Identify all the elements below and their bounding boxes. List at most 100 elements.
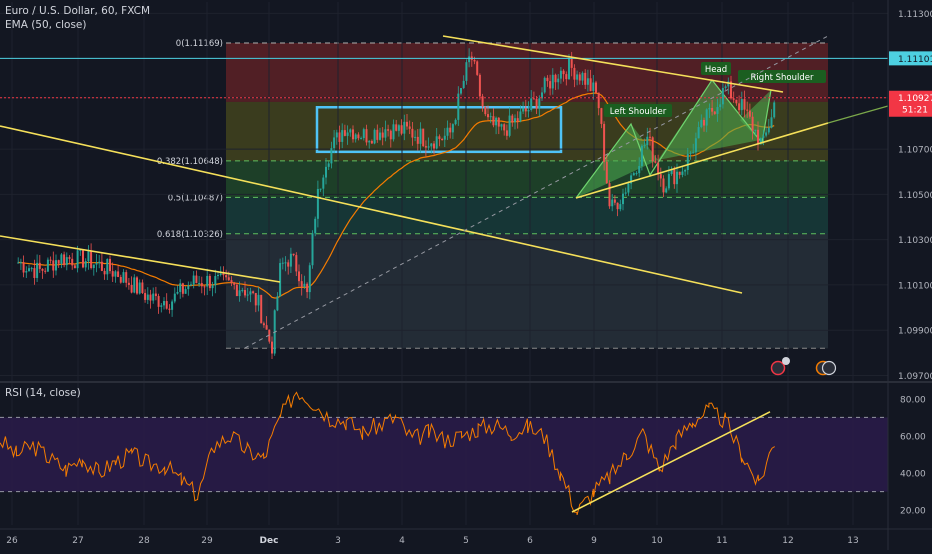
head-and-shoulders-pattern[interactable]: Left Shoulder Head Right Shoulder bbox=[575, 62, 826, 199]
ema-indicator-label: EMA (50, close) bbox=[5, 19, 87, 31]
time-tick-label: 26 bbox=[6, 536, 18, 546]
candle-body bbox=[721, 87, 724, 105]
alert-icon[interactable] bbox=[770, 357, 791, 376]
rsi-tick-label: 80.00 bbox=[900, 395, 926, 405]
candle-body bbox=[395, 124, 398, 131]
time-tick-label: 28 bbox=[138, 536, 150, 546]
price-tick-label: 1.10700 bbox=[898, 146, 932, 156]
candle-body bbox=[357, 134, 360, 139]
candle-body bbox=[225, 275, 228, 278]
candle-body bbox=[557, 78, 560, 83]
candle-body bbox=[465, 62, 468, 81]
candle-body bbox=[762, 135, 765, 139]
events-icon[interactable] bbox=[815, 360, 837, 376]
candle-body bbox=[740, 99, 743, 111]
candle-body bbox=[365, 129, 368, 143]
level-price-label: 1.11101 bbox=[898, 55, 932, 65]
candle-body bbox=[438, 136, 441, 139]
candle-body bbox=[260, 294, 263, 324]
candle-body bbox=[362, 129, 365, 139]
candle-body bbox=[773, 102, 776, 118]
candle-body bbox=[678, 171, 681, 175]
candle-body bbox=[219, 273, 222, 275]
candle-body bbox=[195, 275, 198, 284]
candle-body bbox=[173, 293, 176, 302]
candle-body bbox=[306, 283, 309, 293]
candle-body bbox=[697, 127, 700, 139]
candle-body bbox=[449, 127, 452, 133]
candle-body bbox=[527, 109, 530, 112]
fib-level-label: 0.618(1.10326) bbox=[157, 230, 223, 240]
candle-body bbox=[767, 127, 770, 133]
candle-body bbox=[403, 121, 406, 134]
candle-body bbox=[28, 268, 30, 272]
candle-body bbox=[624, 192, 627, 194]
candle-body bbox=[230, 280, 233, 283]
candle-body bbox=[408, 126, 411, 129]
candle-body bbox=[387, 129, 390, 131]
trendlines[interactable] bbox=[0, 35, 889, 349]
candle-body bbox=[613, 199, 616, 203]
candle-body bbox=[562, 70, 565, 75]
candle-body bbox=[654, 161, 657, 163]
candle-body bbox=[640, 145, 643, 167]
candle-body bbox=[252, 291, 255, 294]
rsi-tick-label: 40.00 bbox=[900, 470, 926, 480]
candle-body bbox=[692, 152, 695, 154]
candle-body bbox=[335, 132, 338, 138]
candle-body bbox=[254, 293, 257, 306]
neckline-extension bbox=[827, 105, 889, 124]
candle-body bbox=[424, 146, 427, 148]
candle-body bbox=[235, 284, 238, 297]
candle-body bbox=[222, 273, 225, 276]
candle-body bbox=[68, 257, 71, 259]
pattern-label-bg bbox=[604, 104, 672, 117]
rsi-trendline bbox=[571, 411, 771, 513]
time-tick-label: 29 bbox=[201, 536, 213, 546]
candle-body bbox=[646, 136, 649, 146]
current-price-label: 1.10927 bbox=[898, 94, 932, 104]
candle-body bbox=[117, 271, 120, 277]
time-tick-label: 5 bbox=[463, 536, 469, 546]
candle-body bbox=[379, 132, 381, 140]
candle-body bbox=[241, 290, 244, 292]
candle-body bbox=[508, 115, 511, 136]
pattern-label: Left Shoulder bbox=[610, 107, 667, 117]
candle-body bbox=[406, 121, 408, 127]
fib-level-label: 0.5(1.10487) bbox=[168, 193, 223, 203]
candle-body bbox=[346, 132, 349, 136]
price-tick-label: 1.11300 bbox=[898, 10, 932, 20]
candle-body bbox=[38, 262, 41, 269]
price-tick-label: 1.10100 bbox=[898, 281, 932, 291]
candle-body bbox=[651, 137, 654, 162]
candle-body bbox=[430, 143, 433, 147]
candle-body bbox=[114, 271, 117, 277]
candle-body bbox=[49, 259, 52, 261]
candle-body bbox=[573, 67, 576, 80]
candle-body bbox=[384, 129, 387, 138]
candle-body bbox=[443, 135, 446, 140]
candle-body bbox=[551, 74, 554, 89]
candle-body bbox=[130, 284, 133, 293]
candle-body bbox=[497, 117, 500, 127]
candle-body bbox=[187, 285, 190, 290]
candle-body bbox=[179, 283, 182, 292]
candle-body bbox=[662, 178, 665, 193]
candle-body bbox=[578, 74, 581, 81]
candle-body bbox=[100, 261, 103, 271]
fibonacci-retracement[interactable]: 0(1.11169) 0.382(1.10648) 0.5(1.10487) 0.61… bbox=[157, 39, 828, 349]
candle-body bbox=[543, 77, 546, 93]
candle-body bbox=[17, 262, 20, 264]
candle-body bbox=[168, 308, 171, 310]
candle-body bbox=[327, 163, 330, 167]
candle-body bbox=[694, 138, 697, 153]
candle-body bbox=[673, 169, 676, 185]
price-tick-label: 1.10300 bbox=[898, 236, 932, 246]
candle-body bbox=[279, 263, 282, 297]
candle-body bbox=[314, 218, 317, 234]
candle-body bbox=[389, 130, 392, 140]
candle-body bbox=[381, 132, 384, 138]
candle-body bbox=[484, 106, 487, 115]
candle-body bbox=[411, 128, 414, 138]
